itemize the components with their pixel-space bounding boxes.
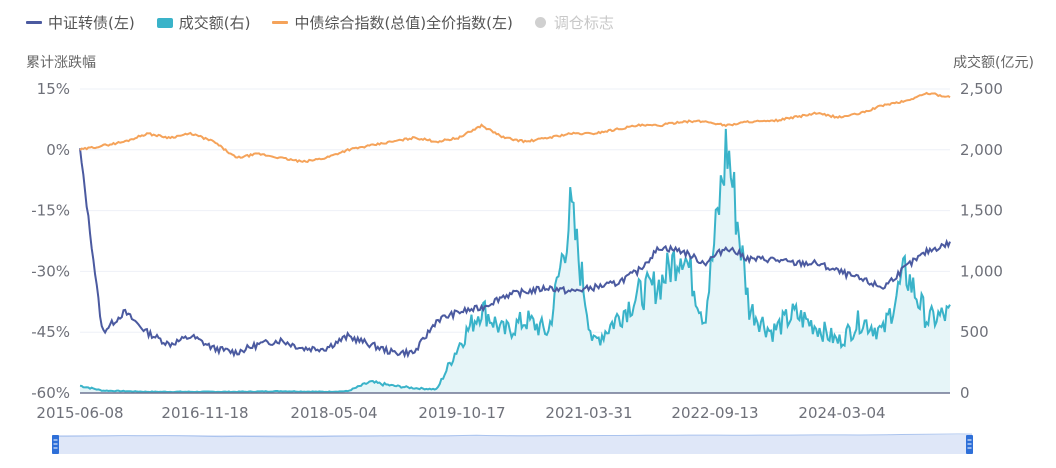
volume-line xyxy=(79,128,951,394)
legend-item-0[interactable]: 中证转债(左) xyxy=(26,12,135,33)
legend-label: 成交额(右) xyxy=(178,14,251,32)
left-axis-tick: -30% xyxy=(31,262,70,280)
right-axis-tick: 500 xyxy=(960,323,989,341)
x-axis-tick: 2024-03-04 xyxy=(798,404,885,422)
left-axis-tick: -60% xyxy=(31,384,70,402)
legend-item-3[interactable]: 调仓标志 xyxy=(534,12,614,33)
left-axis-tick: -45% xyxy=(31,323,70,341)
x-axis-tick: 2016-11-18 xyxy=(161,404,248,422)
left-axis-tick: 15% xyxy=(37,80,70,98)
right-axis-tick: 2,000 xyxy=(960,141,1003,159)
x-axis-tick: 2019-10-17 xyxy=(418,404,505,422)
bond-index-line xyxy=(79,91,951,164)
datazoom-preview-line xyxy=(51,433,973,438)
right-axis-title: 成交额(亿元) xyxy=(953,55,1034,71)
legend-rect-icon xyxy=(156,17,173,28)
legend-circle-icon xyxy=(534,17,546,28)
legend-item-2[interactable]: 中债综合指数(总值)全价指数(左) xyxy=(272,12,513,33)
left-axis-tick: 0% xyxy=(46,141,70,159)
datazoom-slider-track[interactable] xyxy=(52,435,972,454)
volume-area xyxy=(80,128,950,393)
right-axis-tick: 2,500 xyxy=(960,80,1003,98)
left-axis-title: 累计涨跌幅 xyxy=(26,55,96,71)
right-axis-tick: 1,000 xyxy=(960,262,1003,280)
left-axis-tick: -15% xyxy=(31,202,70,220)
x-axis-tick: 2021-03-31 xyxy=(545,404,632,422)
legend-label: 中证转债(左) xyxy=(48,14,135,32)
convertible-bond-line xyxy=(79,148,951,359)
right-axis-tick: 1,500 xyxy=(960,202,1003,220)
legend-line-icon xyxy=(26,21,42,24)
chart-legend: 中证转债(左) 成交额(右) 中债综合指数(总值)全价指数(左) 调仓标志 xyxy=(26,12,636,33)
right-axis-tick: 0 xyxy=(960,384,970,402)
legend-label: 中债综合指数(总值)全价指数(左) xyxy=(294,14,513,32)
legend-label: 调仓标志 xyxy=(553,14,614,32)
legend-line-icon xyxy=(272,21,289,24)
x-axis-tick: 2018-05-04 xyxy=(290,404,377,422)
legend-item-1[interactable]: 成交额(右) xyxy=(156,12,251,33)
x-axis-tick: 2022-09-13 xyxy=(671,404,758,422)
x-axis-tick: 2015-06-08 xyxy=(36,404,123,422)
